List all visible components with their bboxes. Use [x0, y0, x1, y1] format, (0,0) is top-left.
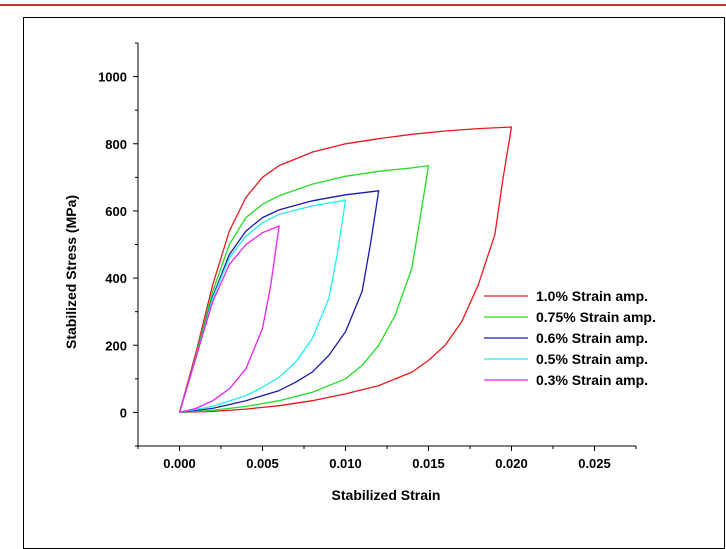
y-tick-label: 1000: [98, 70, 127, 85]
x-tick-label: 0.010: [329, 456, 362, 471]
x-axis: 0.000 0.005 0.010 0.015 0.020 0.025: [137, 445, 637, 471]
legend-label: 0.5% Strain amp.: [536, 351, 648, 367]
x-axis-title: Stabilized Strain: [332, 487, 441, 503]
y-axis: 0 200 400 600 800 1000: [98, 42, 139, 447]
y-tick-label: 800: [105, 137, 127, 152]
legend-label: 0.75% Strain amp.: [536, 309, 656, 325]
legend: 1.0% Strain amp. 0.75% Strain amp. 0.6% St…: [484, 288, 656, 388]
figure-border: [23, 17, 725, 549]
legend-item: 0.3% Strain amp.: [484, 372, 648, 388]
x-tick-label: 0.020: [495, 456, 528, 471]
y-tick-label: 200: [105, 338, 127, 353]
series-line-4: [178, 199, 347, 414]
legend-item: 0.75% Strain amp.: [484, 309, 656, 325]
legend-label: 0.6% Strain amp.: [536, 330, 648, 346]
plot-area: [178, 126, 513, 414]
series-line-5: [178, 225, 280, 414]
x-tick-label: 0.000: [163, 456, 196, 471]
legend-label: 0.3% Strain amp.: [536, 372, 648, 388]
series-line-1: [178, 126, 513, 414]
legend-item: 1.0% Strain amp.: [484, 288, 648, 304]
x-tick-label: 0.005: [246, 456, 279, 471]
series-line-3: [178, 190, 380, 414]
x-tick-label: 0.015: [412, 456, 445, 471]
y-axis-title: Stabilized Stress (MPa): [63, 195, 79, 349]
legend-item: 0.6% Strain amp.: [484, 330, 648, 346]
y-tick-label: 0: [120, 405, 127, 420]
y-tick-label: 400: [105, 271, 127, 286]
legend-label: 1.0% Strain amp.: [536, 288, 648, 304]
legend-item: 0.5% Strain amp.: [484, 351, 648, 367]
y-tick-label: 600: [105, 204, 127, 219]
series-line-2: [178, 164, 430, 414]
x-tick-label: 0.025: [578, 456, 611, 471]
